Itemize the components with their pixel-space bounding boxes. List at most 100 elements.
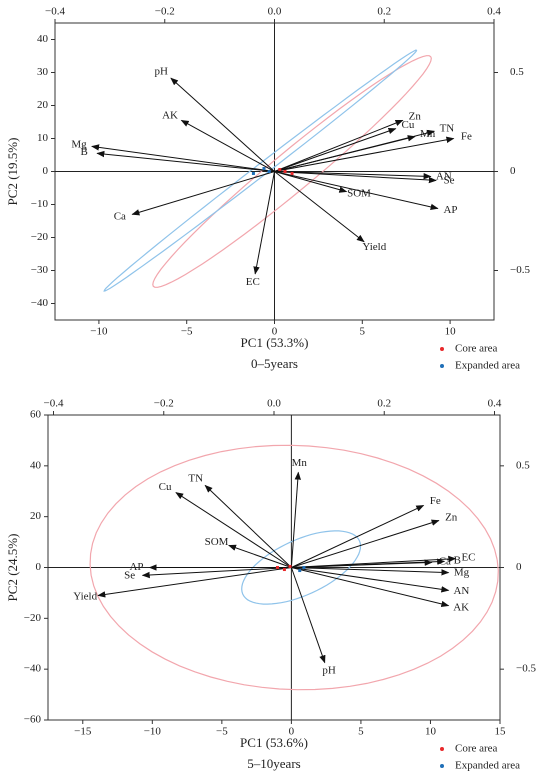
- y-tick-label: −40: [24, 663, 42, 675]
- loading-label: Ca: [114, 211, 126, 223]
- loading-label: EC: [461, 552, 475, 564]
- loading-label: TN: [440, 123, 455, 135]
- loading-arrow: [274, 171, 348, 193]
- y-axis-title: PC2 (19.5%): [5, 138, 20, 206]
- loading-label: Se: [124, 569, 135, 581]
- loading-arrow: [291, 567, 450, 608]
- confidence-ellipse: [241, 530, 362, 605]
- loading-label: AP: [129, 561, 143, 573]
- score-point: [290, 171, 294, 175]
- x2-tick-label: 0.4: [487, 6, 501, 18]
- loading-label: Yield: [362, 241, 386, 253]
- confidence-ellipse: [89, 444, 499, 691]
- y-tick-label: −30: [31, 264, 49, 276]
- loading-arrow: [290, 471, 302, 568]
- loading-arrow: [274, 171, 439, 210]
- x-tick-label: 0: [289, 726, 295, 738]
- score-point: [278, 168, 282, 172]
- score-point: [298, 569, 302, 573]
- loading-label: Fe: [461, 130, 472, 142]
- confidence-ellipse: [103, 49, 418, 292]
- loading-label: B: [81, 146, 88, 158]
- loading-arrow: [91, 144, 275, 172]
- x2-tick-label: 0.4: [488, 398, 502, 410]
- y2-tick-label: 0: [516, 561, 522, 573]
- loading-arrow: [204, 484, 292, 568]
- y-tick-label: −10: [31, 198, 49, 210]
- x2-tick-label: 0.2: [377, 398, 391, 410]
- x2-tick-label: 0.0: [268, 6, 282, 18]
- y-tick-label: 20: [30, 510, 42, 522]
- loading-arrow: [291, 555, 457, 568]
- y2-tick-label: 0.5: [516, 459, 530, 471]
- loading-label: Yield: [73, 590, 97, 602]
- legend-label: Core area: [455, 743, 498, 755]
- y-tick-label: 30: [37, 66, 49, 78]
- legend-marker: [440, 347, 444, 351]
- loading-arrow: [291, 519, 440, 568]
- score-point: [302, 566, 306, 569]
- x-tick-label: 10: [445, 326, 457, 338]
- y-tick-label: 20: [37, 99, 49, 111]
- x2-tick-label: 0.0: [267, 398, 281, 410]
- x-tick-label: 5: [358, 726, 364, 738]
- caption: 0–5years: [251, 356, 298, 371]
- score-point: [267, 170, 271, 173]
- loading-label: AP: [443, 204, 457, 216]
- loading-arrow: [290, 567, 326, 664]
- y2-tick-label: 0: [510, 165, 516, 177]
- legend-marker: [440, 364, 444, 368]
- loading-label: Mg: [454, 566, 470, 578]
- legend-marker: [440, 764, 444, 768]
- y2-tick-label: 0.5: [510, 66, 524, 78]
- y-tick-label: 0: [36, 561, 42, 573]
- loading-label: Mg: [71, 139, 87, 151]
- loading-label: TN: [188, 473, 203, 485]
- x-axis-title: PC1 (53.3%): [241, 335, 309, 350]
- loading-arrow: [291, 567, 450, 576]
- loading-label: Zn: [445, 511, 458, 523]
- x-tick-label: −15: [74, 726, 92, 738]
- loading-label: SOM: [205, 536, 229, 548]
- y-tick-label: −40: [31, 297, 49, 309]
- loading-arrow: [96, 150, 275, 172]
- loading-label: Cu: [401, 119, 414, 131]
- loading-label: EC: [246, 276, 260, 288]
- y-axis-title: PC2 (24.5%): [5, 534, 20, 602]
- x-tick-label: 5: [360, 326, 366, 338]
- loading-arrow: [228, 544, 292, 568]
- y2-tick-label: −0.5: [510, 264, 530, 276]
- score-point: [283, 170, 287, 173]
- loading-arrow: [274, 127, 397, 172]
- legend-label: Expanded area: [455, 760, 520, 772]
- loading-arrow: [170, 77, 275, 172]
- loading-arrow: [97, 567, 292, 598]
- loading-label: AK: [453, 601, 469, 613]
- score-point: [282, 568, 286, 572]
- loading-arrow: [274, 119, 404, 172]
- x2-tick-label: −0.4: [44, 398, 64, 410]
- x2-tick-label: −0.2: [155, 6, 175, 18]
- loading-arrow: [180, 119, 275, 172]
- loading-label: B: [454, 555, 461, 567]
- x-tick-label: −5: [181, 326, 193, 338]
- loading-arrow: [274, 171, 432, 180]
- loading-label: pH: [322, 665, 336, 677]
- legend-marker: [440, 747, 444, 751]
- x-tick-label: 15: [495, 726, 507, 738]
- loading-label: Se: [444, 174, 455, 186]
- x-axis-title: PC1 (53.6%): [240, 735, 308, 750]
- y-tick-label: −20: [24, 612, 42, 624]
- loading-arrow: [274, 171, 365, 243]
- x-tick-label: 10: [425, 726, 437, 738]
- y-tick-label: 40: [30, 459, 42, 471]
- x2-tick-label: −0.4: [45, 6, 65, 18]
- x-tick-label: 0: [272, 326, 278, 338]
- y-tick-label: −20: [31, 231, 49, 243]
- loading-arrow: [131, 171, 275, 216]
- y-tick-label: 60: [30, 409, 42, 421]
- x-tick-label: −10: [90, 326, 108, 338]
- legend-label: Core area: [455, 343, 498, 355]
- y-tick-label: 40: [37, 33, 49, 45]
